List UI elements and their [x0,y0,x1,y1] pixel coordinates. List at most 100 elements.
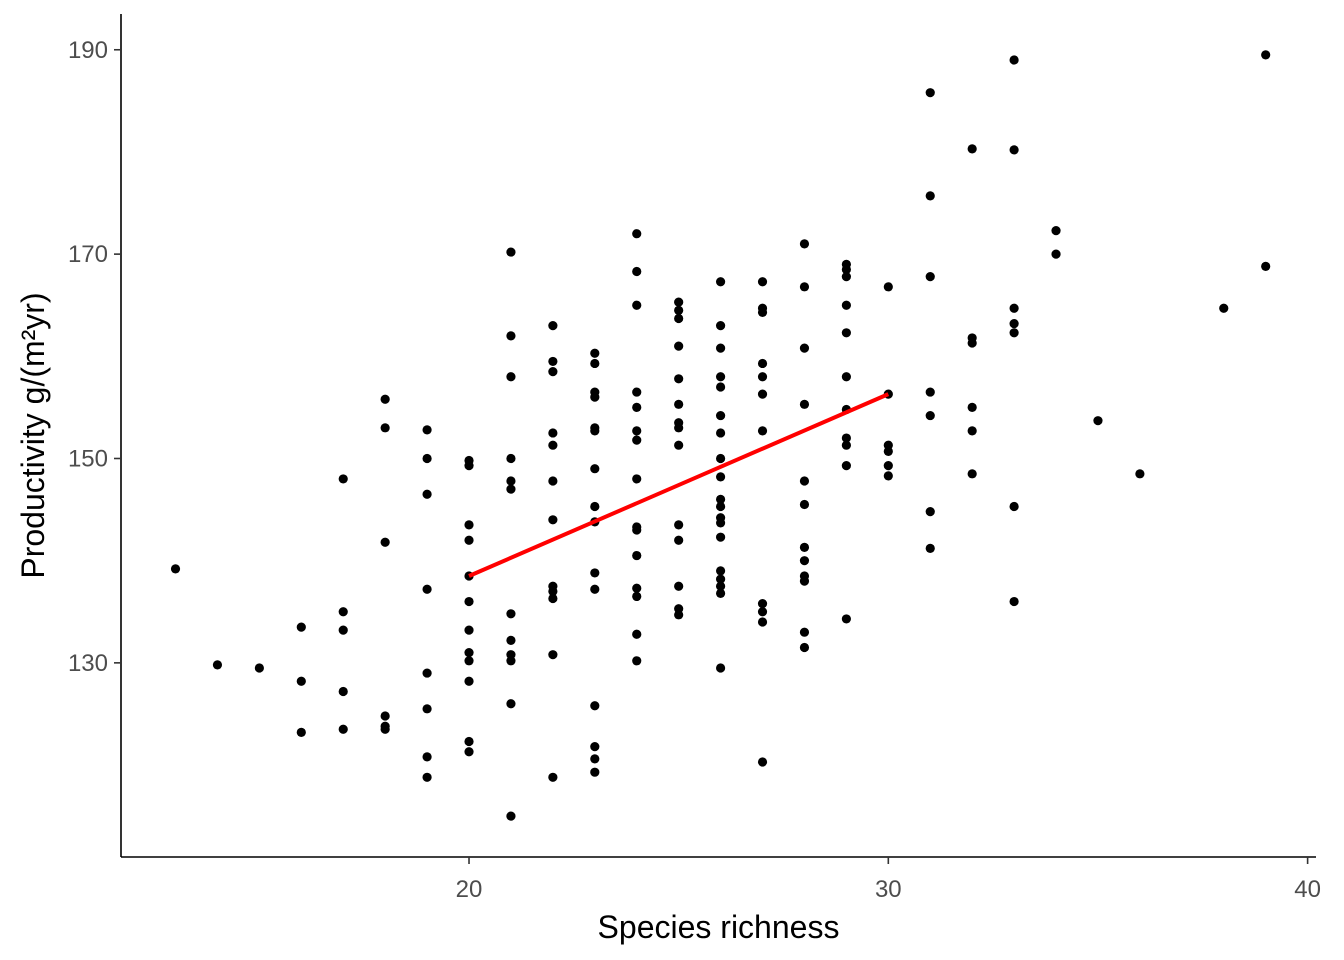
data-point [590,701,600,711]
data-point [464,648,474,658]
data-point [674,313,684,324]
data-point [715,581,726,591]
data-point [841,272,851,282]
data-point [422,752,432,762]
data-point [925,272,935,282]
data-point [1261,261,1271,271]
data-point [715,472,726,482]
data-point [757,307,768,317]
data-point [464,736,474,747]
data-point [464,747,474,757]
data-point [590,348,600,358]
data-point [799,239,810,249]
data-point [757,358,768,369]
data-point [674,297,684,307]
data-point [632,300,642,310]
data-point [1009,145,1019,155]
data-point [757,757,768,767]
data-point [548,650,558,660]
data-point [170,564,181,574]
data-point [422,772,432,782]
data-point [925,88,935,98]
data-point [632,229,642,239]
data-point [925,191,935,201]
data-point [757,598,768,609]
data-point [757,426,768,436]
data-point [464,656,474,666]
data-point [422,704,432,714]
data-point [799,343,810,353]
data-point [715,518,726,528]
y-tick-label: 190 [68,37,108,64]
y-tick-label: 130 [68,650,108,677]
data-point [548,586,558,596]
data-point [632,402,642,412]
data-point [548,476,558,486]
data-point [548,367,558,377]
data-point [967,144,977,154]
data-point [674,423,684,433]
data-point [338,607,348,617]
data-point [715,588,726,598]
data-point [212,660,223,670]
data-point [548,593,558,604]
data-point [296,727,306,737]
data-point [506,453,516,464]
data-point [338,474,348,484]
data-point [799,576,810,586]
data-point [632,435,642,445]
data-point [757,607,768,617]
data-point [506,609,516,619]
data-point [548,515,558,525]
axes-layer [120,14,1316,858]
data-point [1009,501,1019,512]
data-point [883,471,893,481]
data-point [464,535,474,545]
data-point [674,341,684,351]
data-point [632,656,642,666]
data-point [841,328,851,338]
ticks-layer: 20 30 40 130 150 170 190 [68,37,1321,903]
data-point [506,656,516,666]
points-layer [170,50,1271,821]
x-axis-title: Species richness [598,909,840,945]
data-point [1009,596,1019,607]
data-point [380,711,390,721]
data-point [422,489,432,499]
data-point [715,494,726,504]
data-point [422,668,432,678]
data-point [715,501,726,512]
data-point [674,520,684,530]
data-point [590,754,600,764]
x-tick-label: 40 [1294,876,1321,903]
data-point [632,629,642,639]
data-point [715,566,726,576]
data-point [548,428,558,438]
data-point [632,266,642,277]
data-point [715,321,726,331]
data-point [799,476,810,486]
data-point [632,550,642,561]
data-point [1009,55,1019,65]
y-tick-label: 150 [68,445,108,472]
data-point [548,440,558,450]
data-point [925,543,935,554]
data-point [590,392,600,402]
data-point [674,535,684,545]
x-tick-label: 20 [456,876,483,903]
data-point [674,440,684,450]
data-point [757,372,768,382]
data-point [841,440,851,450]
data-point [632,591,642,602]
data-point [715,410,726,421]
data-point [632,525,642,535]
data-point [590,767,600,777]
data-point [506,635,516,645]
data-point [632,387,642,397]
data-point [464,461,474,471]
data-point [715,343,726,353]
data-point [464,596,474,607]
data-point [674,581,684,591]
data-point [380,537,390,547]
y-tick-label: 170 [68,241,108,268]
